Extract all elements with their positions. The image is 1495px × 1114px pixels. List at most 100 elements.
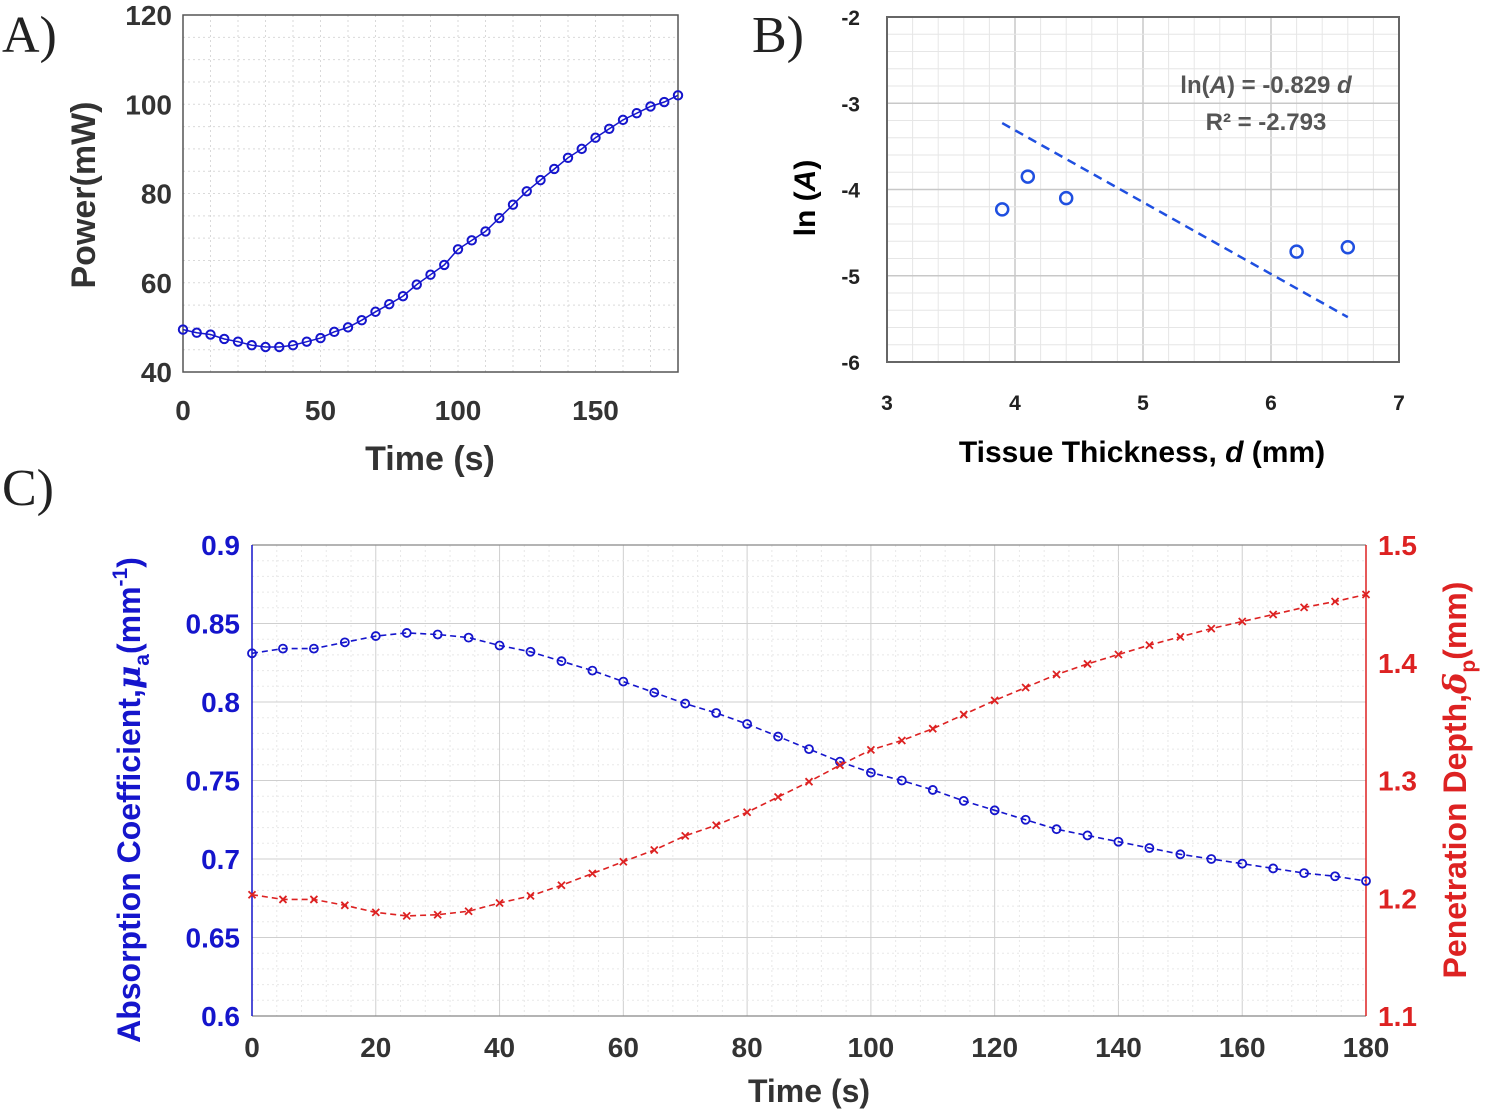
power-point (590, 132, 601, 143)
data-point (1289, 244, 1304, 259)
data-point (1340, 240, 1356, 255)
y-tick-label: 100 (125, 89, 172, 120)
power-point (287, 340, 299, 351)
absorption-point (525, 646, 536, 657)
panel-label-b: B) (752, 7, 804, 64)
power-point (466, 235, 477, 246)
y-tick-label-right: 1.1 (1378, 1001, 1417, 1032)
y-tick-label: -3 (841, 93, 860, 116)
power-point (659, 96, 670, 108)
penetration-point (1083, 659, 1092, 669)
y-tick-label-right: 1.2 (1378, 883, 1417, 914)
panel-label-a: A) (2, 7, 57, 64)
power-point (274, 341, 285, 353)
x-tick-label: 60 (608, 1032, 639, 1063)
absorption-point (649, 687, 660, 698)
power-point (521, 186, 532, 197)
y-tick-label: -4 (841, 180, 860, 203)
absorption-point (865, 767, 876, 778)
penetration-point (619, 857, 628, 866)
series-b (994, 121, 1356, 319)
penetration-point (247, 890, 257, 899)
series-c (247, 590, 1371, 921)
x-tick-label: 0 (244, 1032, 260, 1063)
power-point (301, 336, 312, 347)
power-point (356, 315, 367, 326)
penetration-point (1207, 624, 1216, 633)
absorption-point (432, 629, 443, 640)
y-tick-label: 60 (141, 268, 172, 299)
power-point (576, 143, 587, 155)
absorption-point (773, 731, 783, 742)
series-a (177, 90, 684, 353)
penetration-point (464, 907, 473, 916)
absorption-point (711, 708, 722, 718)
absorption-point (308, 643, 319, 654)
x-tick-label: 0 (175, 395, 191, 426)
penetration-point (1145, 640, 1154, 650)
x-tick-label: 140 (1095, 1032, 1142, 1063)
y-tick-label: -6 (841, 352, 860, 375)
absorption-point (1082, 830, 1093, 841)
penetration-point (371, 908, 380, 917)
absorption-point (742, 719, 753, 729)
penetration-point (866, 745, 876, 755)
power-point (645, 101, 656, 112)
penetration-point (712, 821, 721, 830)
penetration-point (1269, 610, 1278, 619)
penetration-point (1299, 603, 1309, 612)
x-axis-title-b: Tissue Thickness, d (mm) (959, 436, 1325, 469)
panel-b: B) 3 4 5 6 7 -2 -3 -4 -5 -6 ln(A) = -0.829 d R² =… (752, 7, 1405, 469)
data-point (1020, 169, 1036, 184)
absorption-point (401, 628, 412, 638)
grid-b (887, 17, 1399, 362)
y-tick-label: 80 (141, 179, 172, 210)
power-point (191, 327, 202, 338)
y-tick-label-right: 1.5 (1378, 530, 1417, 561)
absorption-point (1020, 814, 1031, 825)
penetration-point (1176, 632, 1185, 641)
absorption-point (587, 665, 598, 676)
power-point (342, 322, 354, 333)
penetration-point (990, 696, 999, 705)
absorption-point (278, 643, 288, 654)
absorption-point (339, 637, 350, 648)
power-point (246, 340, 257, 351)
power-point (177, 324, 189, 335)
penetration-point (681, 831, 690, 840)
power-point (411, 279, 422, 290)
penetration-point (650, 845, 659, 855)
power-point (425, 269, 436, 280)
ticks-b: 3 4 5 6 7 -2 -3 -4 -5 -6 (841, 7, 1405, 415)
penetration-point (402, 911, 411, 921)
penetration-point (309, 895, 319, 904)
power-point (480, 226, 491, 237)
absorption-point (1113, 836, 1124, 847)
penetration-point (1361, 590, 1371, 599)
penetration-point (773, 792, 783, 802)
penetration-point (278, 895, 288, 904)
power-point (439, 259, 450, 271)
absorption-point (463, 632, 474, 643)
power-point (494, 212, 505, 224)
y-tick-label-left: 0.8 (201, 687, 240, 718)
absorption-point (1175, 849, 1186, 860)
y-tick-label: -2 (841, 7, 860, 30)
power-point (397, 290, 409, 302)
penetration-point (495, 898, 504, 908)
plot-frame-b (886, 16, 1400, 363)
penetration-point (742, 808, 752, 817)
y-tick-label-left: 0.6 (201, 1001, 240, 1032)
power-point (219, 333, 230, 345)
grid-a (183, 15, 678, 372)
data-point (1058, 190, 1074, 206)
panel-label-c: C) (2, 460, 54, 517)
y-axis-title-b: ln (A) (789, 160, 822, 237)
x-tick-label: 6 (1265, 392, 1277, 415)
x-tick-label: 100 (435, 395, 482, 426)
absorption-line (251, 632, 1367, 882)
fit-r-squared: R² = -2.793 (1206, 109, 1327, 136)
x-tick-label: 3 (881, 392, 893, 415)
power-point (205, 329, 216, 340)
